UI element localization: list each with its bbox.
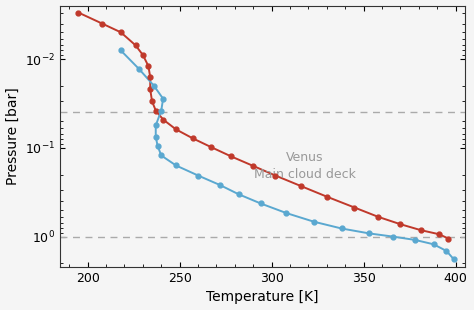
- X-axis label: Temperature [K]: Temperature [K]: [206, 290, 319, 304]
- Text: Venus
Main cloud deck: Venus Main cloud deck: [254, 151, 356, 181]
- Y-axis label: Pressure [bar]: Pressure [bar]: [6, 87, 19, 185]
